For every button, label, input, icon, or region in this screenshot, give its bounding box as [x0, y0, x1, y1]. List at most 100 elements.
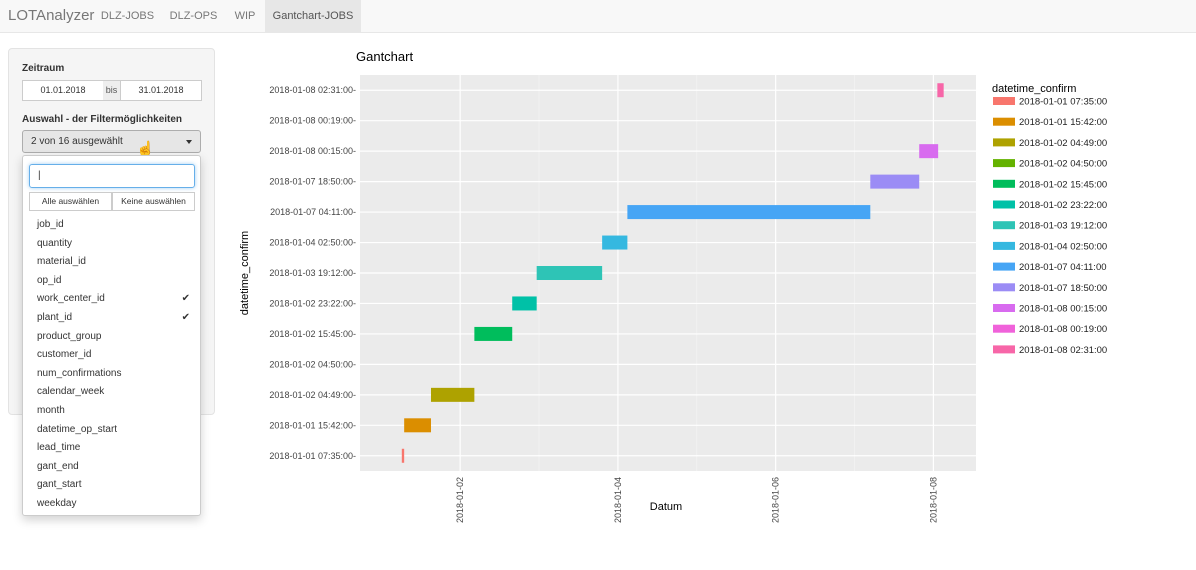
legend-swatch — [993, 304, 1015, 312]
dropdown-option-num-confirmations[interactable]: num_confirmations — [23, 365, 200, 383]
dropdown-option-label: datetime_op_start — [37, 423, 118, 435]
x-tick-label: 2018-01-04 — [613, 477, 623, 523]
y-tick-label: 2018-01-08 00:15:00- — [269, 146, 356, 156]
legend-label: 2018-01-01 07:35:00 — [1019, 97, 1107, 108]
app-brand[interactable]: LOTAnalyzer — [8, 7, 95, 24]
tab-dlz-ops[interactable]: DLZ-OPS — [169, 10, 218, 22]
chart-title: Gantchart — [356, 49, 414, 64]
y-tick-label: 2018-01-01 15:42:00- — [269, 420, 356, 430]
dropdown-option-month[interactable]: month — [23, 402, 200, 420]
dropdown-actions: Alle auswählen Keine auswählen — [29, 192, 195, 211]
filter-label: Auswahl - der Filtermöglichkeiten — [22, 114, 183, 125]
legend-label: 2018-01-03 19:12:00 — [1019, 221, 1107, 232]
deselect-all-button[interactable]: Keine auswählen — [112, 192, 195, 211]
legend-swatch — [993, 241, 1015, 250]
dropdown-option-product-group[interactable]: product_group — [23, 328, 200, 346]
legend-swatch — [993, 221, 1015, 230]
dropdown-option-calendar-week[interactable]: calendar_week — [23, 383, 200, 401]
tab-gantchart-jobs[interactable]: Gantchart-JOBS — [265, 0, 361, 32]
y-tick-label: 2018-01-03 19:12:00- — [269, 268, 356, 278]
x-tick-label: 2018-01-02 — [455, 477, 465, 523]
y-axis-title: datetime_confirm — [239, 231, 251, 315]
legend-swatch — [993, 200, 1015, 209]
gantt-bar — [404, 418, 431, 433]
dropdown-option-work-center-id[interactable]: work_center_id ✔ — [23, 290, 200, 308]
select-all-button[interactable]: Alle auswählen — [29, 192, 112, 211]
legend-title: datetime_confirm — [992, 83, 1076, 95]
gantt-bar — [937, 83, 944, 98]
y-tick-label: 2018-01-02 04:49:00- — [269, 390, 356, 400]
caret-down-icon — [186, 140, 192, 144]
legend-label: 2018-01-02 15:45:00 — [1019, 179, 1107, 190]
dropdown-option-datetime-op-start[interactable]: datetime_op_start — [23, 421, 200, 439]
legend-swatch — [993, 262, 1015, 271]
dropdown-option-gant-start[interactable]: gant_start — [23, 476, 200, 494]
legend-label: 2018-01-08 00:19:00 — [1019, 324, 1107, 335]
gantt-bar — [536, 266, 603, 280]
x-axis-title: Datum — [650, 501, 682, 513]
dropdown-option-label: product_group — [37, 330, 102, 342]
gantt-bar — [401, 448, 405, 463]
zeitraum-label: Zeitraum — [22, 63, 65, 74]
dropdown-option-label: lead_time — [37, 442, 81, 454]
legend-label: 2018-01-04 02:50:00 — [1019, 241, 1107, 252]
y-tick-label: 2018-01-04 02:50:00- — [269, 238, 356, 248]
dropdown-option-plant-id[interactable]: plant_id ✔ — [23, 309, 200, 327]
dropdown-option-label: num_confirmations — [37, 367, 122, 379]
x-tick-label: 2018-01-08 — [928, 477, 938, 523]
y-tick-label: 2018-01-02 23:22:00- — [269, 298, 356, 308]
gantt-bar — [627, 205, 871, 220]
dropdown-option-job-id[interactable]: job_id — [23, 216, 200, 234]
y-tick-label: 2018-01-01 07:35:00- — [269, 451, 356, 461]
dropdown-option-material-id[interactable]: material_id — [23, 253, 200, 271]
legend-label: 2018-01-02 04:49:00 — [1019, 138, 1107, 149]
legend-label: 2018-01-08 02:31:00 — [1019, 345, 1107, 356]
legend-label: 2018-01-02 04:50:00 — [1019, 159, 1107, 170]
dropdown-option-label: job_id — [37, 219, 64, 230]
date-range-separator: bis — [103, 80, 120, 101]
legend-swatch — [993, 159, 1015, 168]
dropdown-option-label: customer_id — [37, 349, 92, 361]
dropdown-option-op-id[interactable]: op_id — [23, 272, 200, 290]
checkmark-icon: ✔ — [181, 293, 190, 305]
legend-label: 2018-01-02 23:22:00 — [1019, 200, 1107, 211]
legend-swatch — [993, 117, 1015, 126]
gantt-bar — [430, 387, 475, 402]
legend-swatch — [993, 97, 1015, 105]
filter-select-button[interactable]: 2 von 16 ausgewählt — [22, 130, 201, 153]
gantt-bar — [512, 296, 537, 311]
dropdown-option-customer-id[interactable]: customer_id — [23, 346, 200, 364]
tab-wip[interactable]: WIP — [234, 10, 256, 22]
gantt-bar — [870, 174, 920, 189]
tab-dlz-jobs[interactable]: DLZ-JOBS — [100, 10, 155, 22]
legend-label: 2018-01-01 15:42:00 — [1019, 117, 1107, 128]
date-to-input[interactable]: 31.01.2018 — [120, 80, 202, 101]
y-tick-label: 2018-01-02 15:45:00- — [269, 329, 356, 339]
dropdown-option-label: gant_start — [37, 479, 82, 491]
dropdown-option-label: quantity — [37, 237, 73, 249]
dropdown-option-label: calendar_week — [37, 386, 105, 398]
dropdown-option-gant-end[interactable]: gant_end — [23, 458, 200, 476]
dropdown-option-label: work_center_id — [37, 293, 105, 305]
y-tick-label: 2018-01-02 04:50:00- — [269, 359, 356, 369]
navbar: LOTAnalyzer DLZ-JOBS DLZ-OPS WIP Gantcha… — [0, 0, 1196, 33]
dropdown-option-quantity[interactable]: quantity — [23, 235, 200, 253]
legend-swatch — [993, 138, 1015, 147]
gantt-bar — [919, 144, 939, 159]
y-tick-label: 2018-01-08 00:19:00- — [269, 116, 356, 126]
legend-swatch — [993, 345, 1015, 354]
dropdown-option-label: op_id — [37, 274, 62, 286]
gantt-bar — [602, 235, 628, 250]
dropdown-option-weekday[interactable]: weekday — [23, 495, 200, 513]
filter-select-text: 2 von 16 ausgewählt — [31, 136, 123, 147]
y-tick-label: 2018-01-08 02:31:00- — [269, 85, 356, 95]
dropdown-option-label: gant_end — [37, 460, 79, 472]
dropdown-search-input[interactable]: | — [29, 164, 195, 188]
dropdown-option-lead-time[interactable]: lead_time — [23, 439, 200, 457]
gantt-bar — [474, 326, 513, 341]
dropdown-option-label: month — [37, 405, 65, 416]
checkmark-icon: ✔ — [181, 312, 190, 323]
dropdown-option-label: material_id — [37, 256, 86, 268]
